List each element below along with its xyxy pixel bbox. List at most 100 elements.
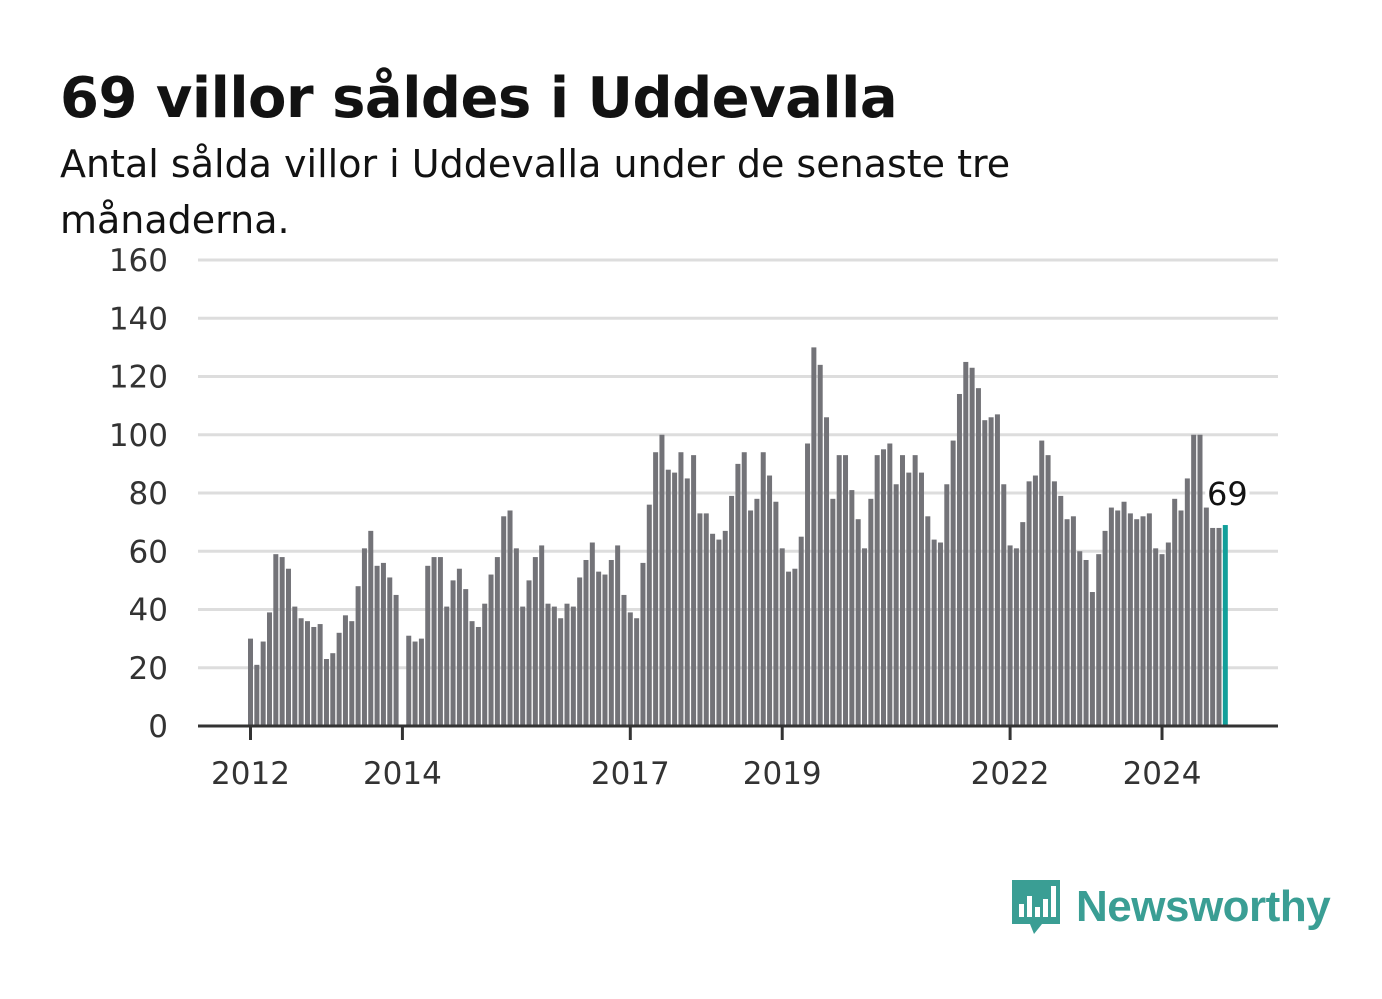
bar: [1153, 548, 1159, 726]
bar: [1146, 513, 1152, 726]
bar: [596, 571, 602, 726]
bar: [950, 440, 956, 726]
bar: [956, 393, 962, 726]
bar: [646, 504, 652, 726]
bar: [1013, 548, 1019, 726]
bar: [526, 580, 532, 726]
bar: [722, 530, 728, 726]
bar: [773, 501, 779, 726]
bar: [994, 414, 1000, 726]
bar: [545, 603, 551, 726]
bar: [912, 455, 918, 726]
bar: [1172, 498, 1178, 726]
bar: [418, 638, 424, 726]
bar: [431, 557, 437, 726]
bar: [1127, 513, 1133, 726]
bar: [786, 571, 792, 726]
bar: [1121, 501, 1127, 726]
bar-chart: 0 20 40 60 80 100 120 140 160 69 2012 2014 2017 2019 2…: [109, 243, 1278, 792]
bar: [608, 559, 614, 726]
bar: [494, 557, 500, 726]
bar: [254, 664, 260, 726]
bar: [456, 568, 462, 726]
bar: [691, 455, 697, 726]
bar: [887, 443, 893, 726]
bar: [767, 475, 773, 726]
y-tick-label: 140: [109, 301, 168, 337]
x-tick-label: 2024: [1123, 756, 1202, 792]
bar: [1165, 542, 1171, 726]
bar: [792, 568, 798, 726]
bar: [469, 621, 475, 726]
bar: [507, 510, 513, 726]
y-tick-label: 80: [129, 476, 168, 512]
bar: [627, 612, 633, 726]
bar: [1032, 475, 1038, 726]
bar: [836, 455, 842, 726]
bar: [368, 530, 374, 726]
bar: [564, 603, 570, 726]
bar: [672, 472, 678, 726]
bar: [1039, 440, 1045, 726]
bar: [342, 615, 348, 726]
bar: [361, 548, 367, 726]
bar: [640, 562, 646, 726]
bar: [748, 510, 754, 726]
bar: [412, 641, 418, 726]
bar: [855, 519, 861, 726]
x-tick-label: 2012: [211, 756, 290, 792]
bar: [931, 539, 937, 726]
bar: [779, 548, 785, 726]
bar: [621, 594, 627, 726]
chart-title: 69 villor såldes i Uddevalla: [60, 66, 898, 131]
bar: [874, 455, 880, 726]
bar: [716, 539, 722, 726]
chart-subtitle: Antal sålda villor i Uddevalla under de …: [60, 142, 1011, 242]
bar: [406, 635, 412, 726]
bar: [665, 469, 671, 726]
bar: [937, 542, 943, 726]
bar: [1191, 434, 1197, 726]
bar: [697, 513, 703, 726]
bar: [634, 618, 640, 726]
bar: [450, 580, 456, 726]
y-tick-label: 20: [129, 651, 168, 687]
bar: [532, 557, 538, 726]
bar: [583, 559, 589, 726]
bar: [330, 653, 336, 726]
y-tick-label: 40: [129, 593, 168, 629]
bar: [824, 417, 830, 726]
bar: [260, 641, 266, 726]
bar: [760, 452, 766, 726]
bar: [292, 606, 298, 726]
x-tick-label: 2014: [363, 756, 442, 792]
x-tick-label: 2022: [971, 756, 1050, 792]
bar: [393, 594, 399, 726]
bar: [1159, 554, 1165, 726]
bar: [1178, 510, 1184, 726]
bar: [539, 545, 545, 726]
bar: [849, 490, 855, 726]
bar: [805, 443, 811, 726]
bar: [684, 478, 690, 726]
bar: [918, 472, 924, 726]
bar: [1001, 484, 1007, 726]
bar: [741, 452, 747, 726]
bar: [463, 589, 469, 726]
y-tick-label: 120: [109, 360, 168, 396]
bar: [273, 554, 279, 726]
newsworthy-chart-icon: [1012, 880, 1060, 934]
bar: [653, 452, 659, 726]
bar: [1007, 545, 1013, 726]
bar: [988, 417, 994, 726]
bar: [570, 606, 576, 726]
bar: [1203, 507, 1209, 726]
y-tick-label: 160: [109, 243, 168, 279]
bar: [1051, 481, 1057, 726]
bar: [444, 606, 450, 726]
value-label: 69: [1207, 475, 1248, 513]
bar: [355, 586, 361, 726]
bar: [577, 577, 583, 726]
bar: [830, 498, 836, 726]
bar: [1134, 519, 1140, 726]
